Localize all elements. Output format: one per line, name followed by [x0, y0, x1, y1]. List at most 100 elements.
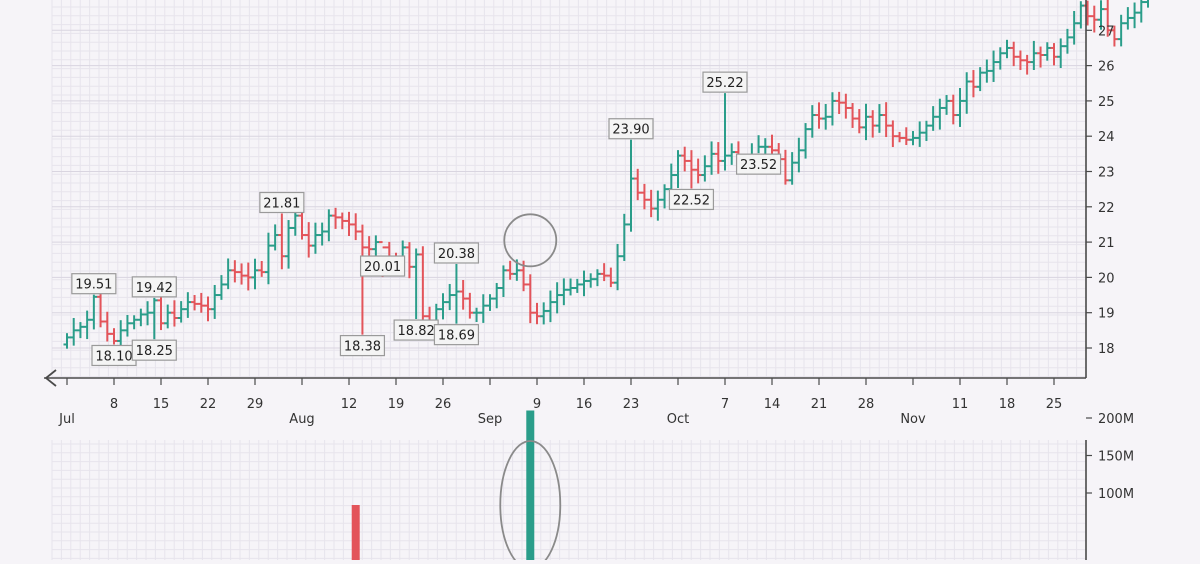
ohlc-bar: [265, 233, 272, 285]
price-annotation: 25.22: [703, 72, 747, 92]
x-tick-label: Nov: [900, 412, 926, 427]
ohlc-bar: [829, 92, 836, 125]
ohlc-bar: [755, 135, 762, 155]
ohlc-bar: [1138, 0, 1145, 23]
ohlc-bar: [708, 141, 715, 174]
price-y-tick-label: 18: [1098, 342, 1115, 357]
x-tick-label: 12: [341, 397, 358, 412]
x-tick-label: 16: [576, 397, 593, 412]
ohlc-bar: [346, 212, 353, 236]
ohlc-bar: [1118, 15, 1125, 47]
ohlc-bar: [889, 120, 896, 147]
ohlc-bar: [842, 94, 849, 119]
x-tick-label: 7: [721, 397, 729, 412]
annotation-label: 18.69: [438, 329, 475, 344]
volume-y-tick-label: 100M: [1098, 487, 1134, 502]
price-annotation: 18.25: [132, 340, 176, 360]
ohlc-bar: [896, 132, 903, 142]
ohlc-bar: [722, 93, 729, 170]
ohlc-bar: [1124, 7, 1131, 29]
x-tick-label: 9: [533, 397, 541, 412]
price-annotation: 23.90: [609, 119, 653, 139]
x-tick-label: 11: [952, 397, 969, 412]
ohlc-bar: [614, 244, 621, 290]
ohlc-bar: [500, 265, 507, 297]
ohlc-bar: [863, 104, 870, 140]
ohlc-bar: [923, 121, 930, 141]
ohlc-bar: [111, 328, 118, 344]
ohlc-bar: [278, 214, 285, 270]
ohlc-bar: [205, 296, 212, 321]
x-tick-label: 22: [200, 397, 217, 412]
annotation-label: 19.51: [75, 278, 112, 293]
price-annotation: 21.81: [260, 193, 304, 213]
price-annotation: 22.52: [669, 189, 713, 209]
annotation-label: 18.25: [136, 344, 173, 359]
x-tick-label: 19: [388, 397, 405, 412]
volume-y-tick-label: 150M: [1098, 450, 1134, 465]
ohlc-bar: [480, 294, 487, 323]
ohlc-bar: [218, 275, 225, 300]
annotation-label: 25.22: [706, 76, 743, 91]
ohlc-bar: [231, 260, 238, 282]
price-y-tick-label: 23: [1098, 166, 1115, 181]
ohlc-bar: [970, 70, 977, 97]
ohlc-bar: [795, 138, 802, 173]
price-y-tick-label: 20: [1098, 271, 1115, 286]
x-tick-label: 18: [999, 397, 1016, 412]
ohlc-bar: [419, 246, 426, 321]
ohlc-bar: [802, 123, 809, 159]
ohlc-bar: [581, 271, 588, 297]
ohlc-bar: [641, 184, 648, 209]
ohlc-bar: [654, 191, 661, 221]
ohlc-bar: [1145, 0, 1152, 8]
ohlc-bar: [325, 209, 332, 241]
gap-highlight-circle: [504, 214, 556, 266]
ohlc-bar: [950, 95, 957, 125]
x-tick-label: 28: [858, 397, 875, 412]
annotation-label: 21.81: [263, 197, 300, 212]
ohlc-bar: [1064, 29, 1071, 54]
ohlc-bar: [943, 95, 950, 115]
x-tick-label: 21: [811, 397, 828, 412]
price-annotations: 19.51 18.10 19.42 18.25 21.81 18.38 20.01 18.82…: [72, 72, 781, 365]
annotation-label: 18.82: [398, 324, 435, 339]
ohlc-bar: [715, 142, 722, 174]
ohlc-bar: [849, 103, 856, 128]
ohlc-bar: [1037, 47, 1044, 68]
annotation-label: 19.42: [136, 281, 173, 296]
ohlc-bar: [1051, 43, 1058, 65]
ohlc-bar: [77, 322, 84, 338]
price-annotation: 18.10: [92, 345, 136, 365]
ohlc-bar: [527, 274, 534, 323]
annotation-label: 18.38: [344, 340, 381, 355]
annotation-label: 23.90: [612, 123, 649, 138]
volume-bar: [526, 411, 534, 561]
ohlc-bar: [876, 104, 883, 133]
ohlc-bar: [560, 278, 567, 305]
x-tick-label: 25: [1046, 397, 1063, 412]
price-annotation: 18.82: [394, 320, 438, 340]
annotation-label: 18.10: [95, 349, 132, 364]
ohlc-bar: [252, 259, 259, 290]
ohlc-bar: [762, 138, 769, 155]
x-tick-label: Aug: [289, 412, 314, 427]
x-tick-label: 15: [153, 397, 170, 412]
annotation-label: 20.01: [364, 260, 401, 275]
ohlc-bar: [171, 300, 178, 326]
price-y-tick-label: 22: [1098, 201, 1115, 216]
price-annotation: 23.52: [737, 154, 781, 174]
ohlc-bar: [144, 301, 151, 325]
price-y-tick-label: 24: [1098, 130, 1115, 145]
ohlc-bar: [701, 155, 708, 181]
ohlc-bar: [238, 263, 245, 284]
ohlc-bar: [97, 289, 104, 328]
price-y-tick-label: 27: [1098, 24, 1115, 39]
ohlc-bar: [816, 102, 823, 128]
ohlc-bar: [292, 210, 299, 236]
price-y-tick-label: 19: [1098, 307, 1115, 322]
ohlc-bar: [782, 150, 789, 185]
price-y-tick-label: 25: [1098, 95, 1115, 110]
ohlc-bar: [406, 242, 413, 278]
ohlc-bar: [104, 312, 111, 342]
